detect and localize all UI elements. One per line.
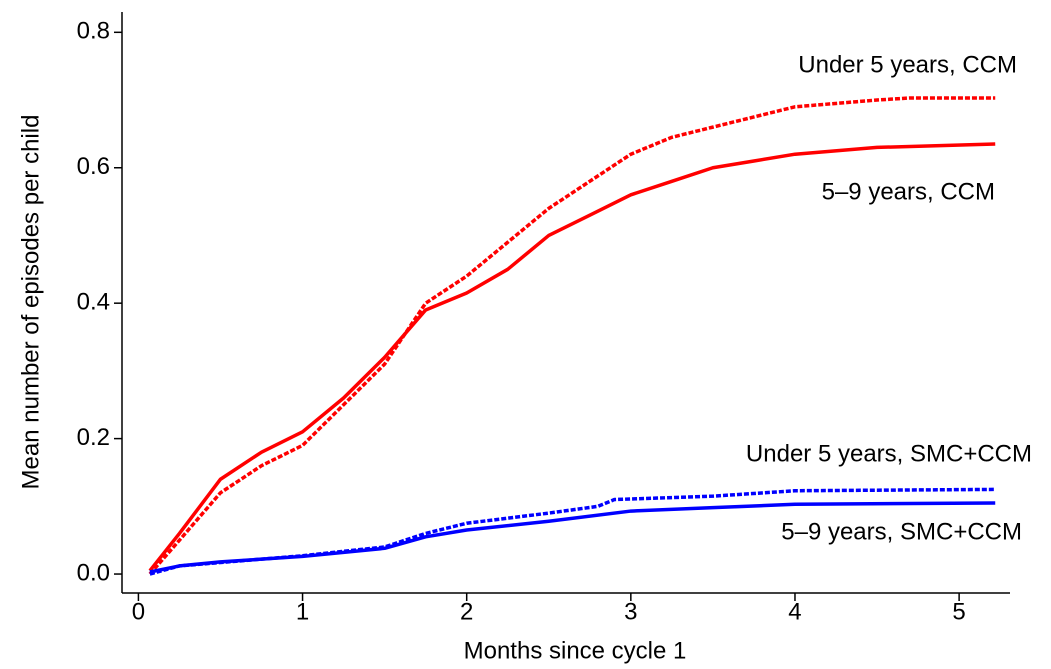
- x-axis-label: Months since cycle 1: [464, 637, 687, 664]
- y-tick-label: 0.0: [77, 559, 110, 586]
- y-tick-label: 0.2: [77, 424, 110, 451]
- x-tick-label: 0: [132, 598, 145, 625]
- series-label: 5–9 years, CCM: [822, 178, 995, 205]
- x-tick-label: 5: [952, 598, 965, 625]
- x-tick-label: 3: [624, 598, 637, 625]
- series-line: [149, 501, 996, 574]
- y-tick-label: 0.6: [77, 153, 110, 180]
- y-tick-label: 0.4: [77, 289, 110, 316]
- series-line: [148, 96, 996, 576]
- x-tick-label: 1: [296, 598, 309, 625]
- x-tick-label: 4: [788, 598, 801, 625]
- y-tick-label: 0.8: [77, 18, 110, 45]
- series-line: [148, 142, 996, 572]
- series-label: Under 5 years, SMC+CCM: [746, 440, 1032, 467]
- x-tick-label: 2: [460, 598, 473, 625]
- series-label: 5–9 years, SMC+CCM: [781, 518, 1022, 545]
- y-axis-label: Mean number of episodes per child: [17, 115, 44, 490]
- series-label: Under 5 years, CCM: [798, 51, 1017, 78]
